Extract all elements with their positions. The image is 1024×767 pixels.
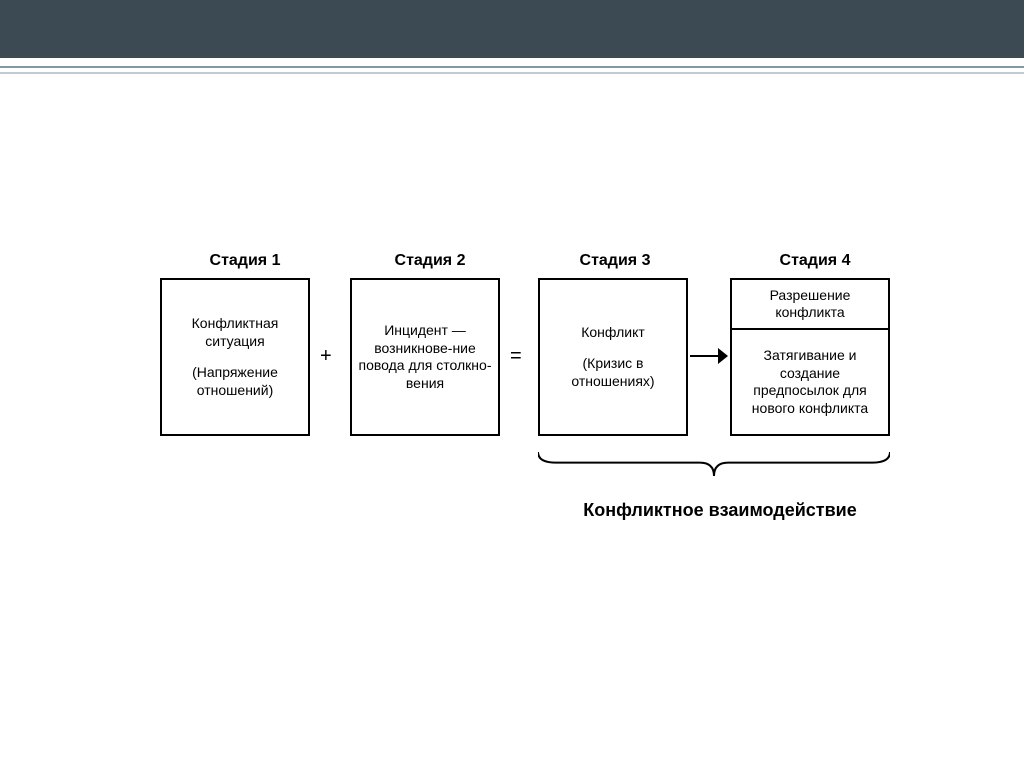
header-line xyxy=(0,72,1024,74)
header-bar xyxy=(0,0,1024,58)
brace-label: Конфликтное взаимодействие xyxy=(570,500,870,521)
curly-brace-icon xyxy=(538,450,890,478)
stage-box-2: Инцидент — возникнове-ние повода для сто… xyxy=(350,278,500,436)
operator-+: + xyxy=(320,345,332,368)
stage-box-4: Разрешение конфликтаЗатягивание и создан… xyxy=(730,278,890,436)
slide: Стадия 1 Конфликтная ситуация (Напряжение … xyxy=(0,0,1024,767)
header-line xyxy=(0,66,1024,68)
stage-box-4-bottom: Затягивание и создание предпосылок для н… xyxy=(732,330,888,434)
stage-title-2: Стадия 2 xyxy=(370,252,490,270)
stage-box-1: Конфликтная ситуация (Напряжение отношени… xyxy=(160,278,310,436)
stage-box-2-text-top: Инцидент — возникнове-ние повода для сто… xyxy=(356,322,494,392)
stage-box-3: Конфликт (Кризис в отношениях) xyxy=(538,278,688,436)
stage-box-1-text-bottom: (Напряжение отношений) xyxy=(166,364,304,399)
operator-=: = xyxy=(510,345,522,368)
arrow-icon xyxy=(690,348,728,364)
stage-box-3-text-top: Конфликт xyxy=(581,324,645,342)
stage-title-4: Стадия 4 xyxy=(755,252,875,270)
stage-title-1: Стадия 1 xyxy=(185,252,305,270)
stage-title-3: Стадия 3 xyxy=(555,252,675,270)
stage-box-1-text-top: Конфликтная ситуация xyxy=(166,315,304,350)
stage-box-4-top: Разрешение конфликта xyxy=(732,280,888,330)
stage-box-3-text-bottom: (Кризис в отношениях) xyxy=(544,355,682,390)
